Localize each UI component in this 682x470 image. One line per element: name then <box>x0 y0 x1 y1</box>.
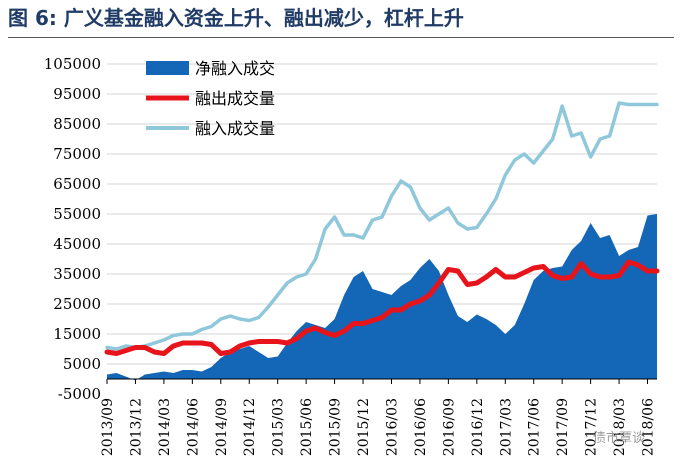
x-tick-label: 2013/09 <box>100 398 116 456</box>
x-tick-label: 2017/09 <box>555 398 571 456</box>
x-tick-label: 2015/03 <box>271 398 287 456</box>
x-tick-label: 2018/06 <box>641 398 657 456</box>
title-divider <box>8 37 674 38</box>
y-tick-label: 85000 <box>53 115 101 133</box>
y-tick-label: 25000 <box>53 295 101 313</box>
legend-label: 净融入成交 <box>195 59 275 78</box>
series-line-borrow-volume <box>105 101 659 351</box>
y-tick-label: 35000 <box>53 265 101 283</box>
x-tick-label: 2014/12 <box>242 398 258 456</box>
x-tick-label: 2014/03 <box>157 398 173 456</box>
y-tick-label: 55000 <box>53 205 101 223</box>
y-tick-label: 65000 <box>53 175 101 193</box>
y-tick-label: 45000 <box>53 235 101 253</box>
x-tick-label: 2014/06 <box>185 398 201 456</box>
y-tick-label: 105000 <box>44 55 101 73</box>
x-tick-label: 2015/06 <box>299 398 315 456</box>
y-tick-label: 75000 <box>53 145 101 163</box>
x-tick-label: 2016/03 <box>385 398 401 456</box>
y-tick-label: 15000 <box>53 325 101 343</box>
chart-title: 图 6: 广义基金融入资金上升、融出减少，杠杆上升 <box>8 6 464 30</box>
y-tick-label: -5000 <box>58 385 101 403</box>
x-tick-label: 2013/12 <box>128 398 144 456</box>
x-tick-label: 2015/09 <box>328 398 344 456</box>
x-tick-label: 2016/09 <box>441 398 457 456</box>
legend-swatch-net-borrow <box>146 61 189 75</box>
watermark: 债市覃谈 <box>593 431 646 446</box>
series-area-net-borrow <box>107 214 657 381</box>
legend-label: 融出成交量 <box>195 89 275 108</box>
y-tick-label: 95000 <box>53 85 101 103</box>
series-line-lend-volume <box>104 259 660 356</box>
x-tick-label: 2016/06 <box>413 398 429 456</box>
x-tick-label: 2017/03 <box>498 398 514 456</box>
x-tick-label: 2014/09 <box>214 398 230 456</box>
x-tick-label: 2017/06 <box>527 398 543 456</box>
x-tick-label: 2017/12 <box>584 398 600 456</box>
legend-label: 融入成交量 <box>195 119 275 138</box>
x-tick-label: 2018/03 <box>612 398 628 456</box>
y-tick-label: 5000 <box>63 355 101 373</box>
x-tick-label: 2015/12 <box>356 398 372 456</box>
x-tick-label: 2016/12 <box>470 398 486 456</box>
